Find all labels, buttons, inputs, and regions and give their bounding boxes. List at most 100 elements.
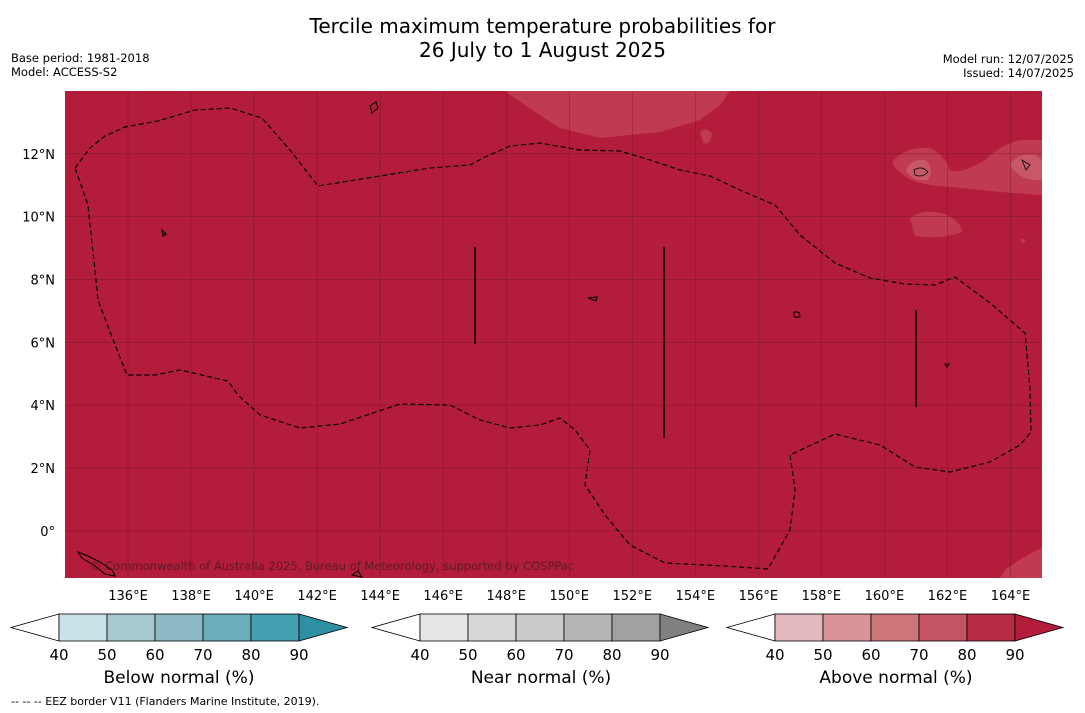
lat-tick-label: 0° — [40, 525, 55, 540]
colorbar-tick-label: 60 — [506, 646, 525, 664]
lat-tick-label: 6°N — [31, 336, 56, 351]
gridlines — [65, 91, 1042, 578]
colorbar-segment — [611, 613, 661, 642]
island-sw — [76, 550, 116, 577]
colorbar-tick-label: 70 — [909, 646, 928, 664]
colorbar-min-extension — [370, 613, 421, 642]
lon-tick-label: 162°E — [928, 589, 968, 604]
lon-tick-label: 164°E — [991, 589, 1031, 604]
colorbar-tick-label: 80 — [957, 646, 976, 664]
title-line-1: Tercile maximum temperature probabilitie… — [309, 14, 776, 38]
colorbar-tick-label: 90 — [289, 646, 308, 664]
issued-date: Issued: 14/07/2025 — [963, 66, 1074, 80]
eez-borders — [74, 107, 1032, 570]
base-period: Base period: 1981-2018 — [11, 51, 150, 65]
model-run: Model run: 12/07/2025 — [942, 52, 1074, 66]
lat-tick-label: 10°N — [22, 211, 55, 226]
colorbar-segment — [250, 613, 300, 642]
meta-left: Base period: 1981-2018 Model: ACCESS-S2 — [11, 51, 150, 79]
colorbar-segment — [58, 613, 108, 642]
lat-tick-label: 12°N — [22, 148, 55, 163]
colorbar-segment — [154, 613, 204, 642]
eez-footnote: -- -- -- EEZ border V11 (Flanders Marine… — [11, 695, 320, 708]
colorbar-tick-label: 40 — [410, 646, 429, 664]
colorbar-tick-label: 90 — [1005, 646, 1024, 664]
lon-tick-label: 148°E — [486, 589, 526, 604]
colorbar-max-extension — [659, 613, 710, 642]
patch-east-core-1 — [906, 159, 931, 181]
colorbars: 40 50 60 70 80 90 40 50 60 70 80 90 40 50 60 70 80 90 — [9, 613, 1065, 664]
copyright-text: © Commonwealth of Australia 2025, Bureau… — [90, 559, 574, 573]
colorbar-segment — [774, 613, 824, 642]
lon-tick-label: 158°E — [802, 589, 842, 604]
island-pohnpei — [793, 311, 801, 318]
lon-tick-label: 156°E — [739, 589, 779, 604]
latitude-labels: 12°N 10°N 8°N 6°N 4°N 2°N 0° — [22, 148, 55, 540]
colorbar-1: 40 50 60 70 80 90 — [370, 613, 710, 664]
lat-tick-label: 2°N — [31, 462, 56, 477]
colorbar-segment — [966, 613, 1016, 642]
island-a — [161, 228, 167, 238]
colorbar-segment — [106, 613, 156, 642]
colorbar-tick-label: 70 — [554, 646, 573, 664]
patch-east-2 — [910, 211, 962, 238]
below-normal-label: Below normal (%) — [103, 668, 255, 688]
patch-east-core-2 — [1010, 154, 1042, 181]
longitude-labels: 136°E 138°E 140°E 142°E 144°E 146°E 148°E 150°E… — [108, 589, 1030, 604]
colorbar-segment — [467, 613, 517, 642]
island-n — [369, 101, 379, 114]
lon-tick-label: 136°E — [108, 589, 148, 604]
colorbar-segment — [563, 613, 613, 642]
lon-tick-label: 154°E — [676, 589, 716, 604]
colorbar-tick-label: 50 — [458, 646, 477, 664]
colorbar-tick-label: 60 — [861, 646, 880, 664]
colorbar-tick-label: 40 — [49, 646, 68, 664]
near-normal-label: Near normal (%) — [470, 668, 612, 688]
colorbar-tick-label: 40 — [765, 646, 784, 664]
colorbar-tick-label: 80 — [241, 646, 260, 664]
colorbar-segment — [419, 613, 469, 642]
island-east — [1021, 159, 1031, 171]
colorbar-segment — [870, 613, 920, 642]
model-name: Model: ACCESS-S2 — [11, 65, 118, 79]
eez-palau-fsm-west — [74, 107, 1032, 570]
lat-tick-label: 8°N — [31, 274, 56, 289]
lon-tick-label: 144°E — [360, 589, 400, 604]
patch-islet — [700, 129, 712, 144]
patch-north — [505, 91, 730, 138]
island-features — [76, 101, 1031, 578]
colorbar-segment — [822, 613, 872, 642]
colorbar-min-extension — [725, 613, 776, 642]
lon-tick-label: 146°E — [423, 589, 463, 604]
lon-tick-label: 140°E — [234, 589, 274, 604]
colorbar-tick-label: 70 — [193, 646, 212, 664]
map-area — [65, 91, 1042, 578]
colorbar-tick-label: 80 — [602, 646, 621, 664]
lon-tick-label: 138°E — [171, 589, 211, 604]
colorbar-2: 40 50 60 70 80 90 — [725, 613, 1065, 664]
title-line-2: 26 July to 1 August 2025 — [419, 38, 666, 62]
island-b — [587, 296, 598, 302]
island-kosrae — [913, 167, 929, 177]
lon-tick-label: 160°E — [865, 589, 905, 604]
patch-dot — [1020, 238, 1026, 244]
colorbar-tick-label: 60 — [145, 646, 164, 664]
colorbar-0: 40 50 60 70 80 90 — [9, 613, 349, 664]
colorbar-max-extension — [1014, 613, 1065, 642]
map-title: Tercile maximum temperature probabilitie… — [0, 14, 1085, 62]
colorbar-segment — [918, 613, 968, 642]
lon-tick-label: 142°E — [297, 589, 337, 604]
colorbar-tick-label: 50 — [813, 646, 832, 664]
lon-tick-label: 152°E — [613, 589, 653, 604]
island-c — [944, 363, 950, 368]
colorbar-tick-label: 90 — [650, 646, 669, 664]
above-normal-label: Above normal (%) — [819, 668, 973, 688]
colorbar-tick-label: 50 — [97, 646, 116, 664]
colorbar-segment — [515, 613, 565, 642]
island-d — [350, 570, 364, 578]
lon-tick-label: 150°E — [549, 589, 589, 604]
colorbar-max-extension — [298, 613, 349, 642]
meta-right: Model run: 12/07/2025 Issued: 14/07/2025 — [943, 52, 1074, 80]
colorbar-segment — [202, 613, 252, 642]
